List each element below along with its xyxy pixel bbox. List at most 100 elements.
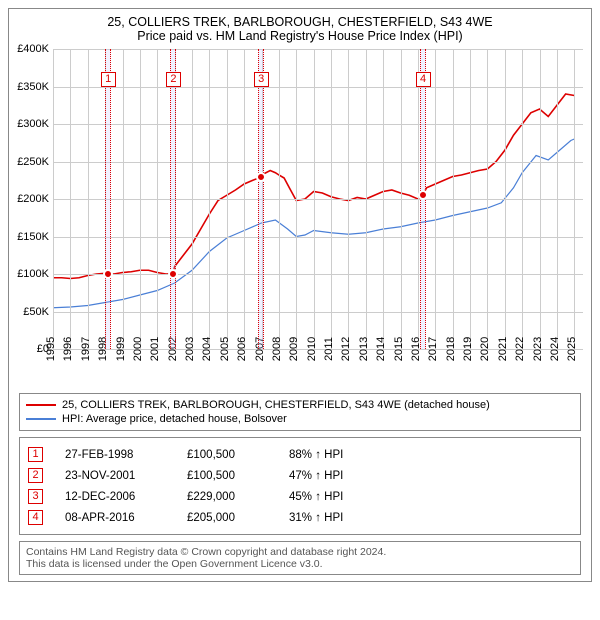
sale-dot	[103, 269, 113, 279]
y-tick-label: £400K	[17, 43, 53, 55]
gridline-v	[505, 49, 506, 349]
x-tick-label: 2013	[354, 337, 370, 361]
x-tick-label: 2018	[440, 337, 456, 361]
legend-swatch	[26, 418, 56, 420]
x-tick-label: 2004	[197, 337, 213, 361]
gridline-v	[123, 49, 124, 349]
gridline-v	[348, 49, 349, 349]
gridline-v	[557, 49, 558, 349]
chart-title-area: 25, COLLIERS TREK, BARLBOROUGH, CHESTERF…	[9, 9, 591, 45]
gridline-v	[70, 49, 71, 349]
x-tick-label: 2023	[527, 337, 543, 361]
sale-marker-band	[170, 49, 176, 349]
x-tick-label: 2020	[475, 337, 491, 361]
gridline-h	[53, 312, 583, 313]
chart-title-line1: 25, COLLIERS TREK, BARLBOROUGH, CHESTERF…	[13, 15, 587, 29]
x-tick-label: 2024	[545, 337, 561, 361]
sale-dot	[256, 172, 266, 182]
y-tick-label: £150K	[17, 231, 53, 243]
gridline-v	[522, 49, 523, 349]
y-tick-label: £350K	[17, 81, 53, 93]
x-tick-label: 2006	[232, 337, 248, 361]
footer-attribution: Contains HM Land Registry data © Crown c…	[19, 541, 581, 575]
sales-row-pct: 31% ↑ HPI	[289, 512, 343, 524]
x-tick-label: 2012	[336, 337, 352, 361]
gridline-v	[314, 49, 315, 349]
x-tick-label: 1996	[58, 337, 74, 361]
sales-row-number: 4	[28, 510, 43, 525]
plot-area: £0£50K£100K£150K£200K£250K£300K£350K£400…	[53, 49, 583, 349]
x-tick-label: 2014	[371, 337, 387, 361]
x-tick-label: 1997	[76, 337, 92, 361]
gridline-h	[53, 199, 583, 200]
gridline-v	[366, 49, 367, 349]
gridline-v	[540, 49, 541, 349]
sale-marker-band	[258, 49, 264, 349]
gridline-v	[487, 49, 488, 349]
y-tick-label: £250K	[17, 156, 53, 168]
legend-row: HPI: Average price, detached house, Bols…	[26, 412, 574, 426]
sales-table: 127-FEB-1998£100,50088% ↑ HPI223-NOV-200…	[19, 437, 581, 535]
gridline-v	[140, 49, 141, 349]
legend-label: 25, COLLIERS TREK, BARLBOROUGH, CHESTERF…	[62, 399, 490, 411]
footer-line2: This data is licensed under the Open Gov…	[26, 558, 574, 570]
legend: 25, COLLIERS TREK, BARLBOROUGH, CHESTERF…	[19, 393, 581, 431]
legend-row: 25, COLLIERS TREK, BARLBOROUGH, CHESTERF…	[26, 398, 574, 412]
sales-row-pct: 88% ↑ HPI	[289, 449, 343, 461]
y-tick-label: £300K	[17, 118, 53, 130]
gridline-v	[574, 49, 575, 349]
gridline-v	[383, 49, 384, 349]
x-tick-label: 2003	[180, 337, 196, 361]
gridline-v	[331, 49, 332, 349]
gridline-v	[435, 49, 436, 349]
gridline-v	[88, 49, 89, 349]
sale-dot	[168, 269, 178, 279]
sales-row-date: 12-DEC-2006	[65, 491, 165, 503]
sales-row: 4 08-APR-2016 £205,000 31% ↑ HPI	[28, 507, 572, 528]
x-tick-label: 2019	[458, 337, 474, 361]
sale-dot	[418, 190, 428, 200]
x-tick-label: 2011	[319, 337, 335, 361]
gridline-h	[53, 237, 583, 238]
gridline-h	[53, 162, 583, 163]
sales-row: 127-FEB-1998£100,50088% ↑ HPI	[28, 444, 572, 465]
x-tick-label: 2005	[215, 337, 231, 361]
sales-row-date: 23-NOV-2001	[65, 470, 165, 482]
sales-row-pct: 45% ↑ HPI	[289, 491, 343, 503]
x-tick-label: 2009	[284, 337, 300, 361]
sales-row-price: £100,500	[187, 470, 267, 482]
sales-row-date: 08-APR-2016	[65, 512, 165, 524]
gridline-v	[296, 49, 297, 349]
sale-marker-number: 4	[416, 72, 431, 87]
sales-row-price: £100,500	[187, 449, 267, 461]
legend-label: HPI: Average price, detached house, Bols…	[62, 413, 287, 425]
gridline-h	[53, 124, 583, 125]
x-tick-label: 2001	[145, 337, 161, 361]
gridline-v	[192, 49, 193, 349]
gridline-v	[453, 49, 454, 349]
sales-row-number: 3	[28, 489, 43, 504]
gridline-h	[53, 49, 583, 50]
sales-row-price: £229,000	[187, 491, 267, 503]
sales-row: 2 23-NOV-2001 £100,500 47% ↑ HPI	[28, 465, 572, 486]
x-tick-label: 2022	[510, 337, 526, 361]
sale-marker-number: 3	[254, 72, 269, 87]
x-tick-label: 1995	[41, 337, 57, 361]
x-tick-label: 2010	[301, 337, 317, 361]
sale-marker-number: 1	[101, 72, 116, 87]
gridline-h	[53, 274, 583, 275]
x-tick-label: 2015	[388, 337, 404, 361]
x-tick-label: 2000	[128, 337, 144, 361]
sales-row-date: 27-FEB-1998	[65, 449, 165, 461]
chart-container: 25, COLLIERS TREK, BARLBOROUGH, CHESTERF…	[8, 8, 592, 582]
gridline-v	[244, 49, 245, 349]
sales-row-price: £205,000	[187, 512, 267, 524]
y-tick-label: £100K	[17, 268, 53, 280]
sales-row-number: 2	[28, 468, 43, 483]
gridline-v	[279, 49, 280, 349]
sales-row-pct: 47% ↑ HPI	[289, 470, 343, 482]
legend-swatch	[26, 404, 56, 406]
gridline-v	[53, 49, 54, 349]
x-tick-label: 2008	[267, 337, 283, 361]
sale-marker-number: 2	[166, 72, 181, 87]
